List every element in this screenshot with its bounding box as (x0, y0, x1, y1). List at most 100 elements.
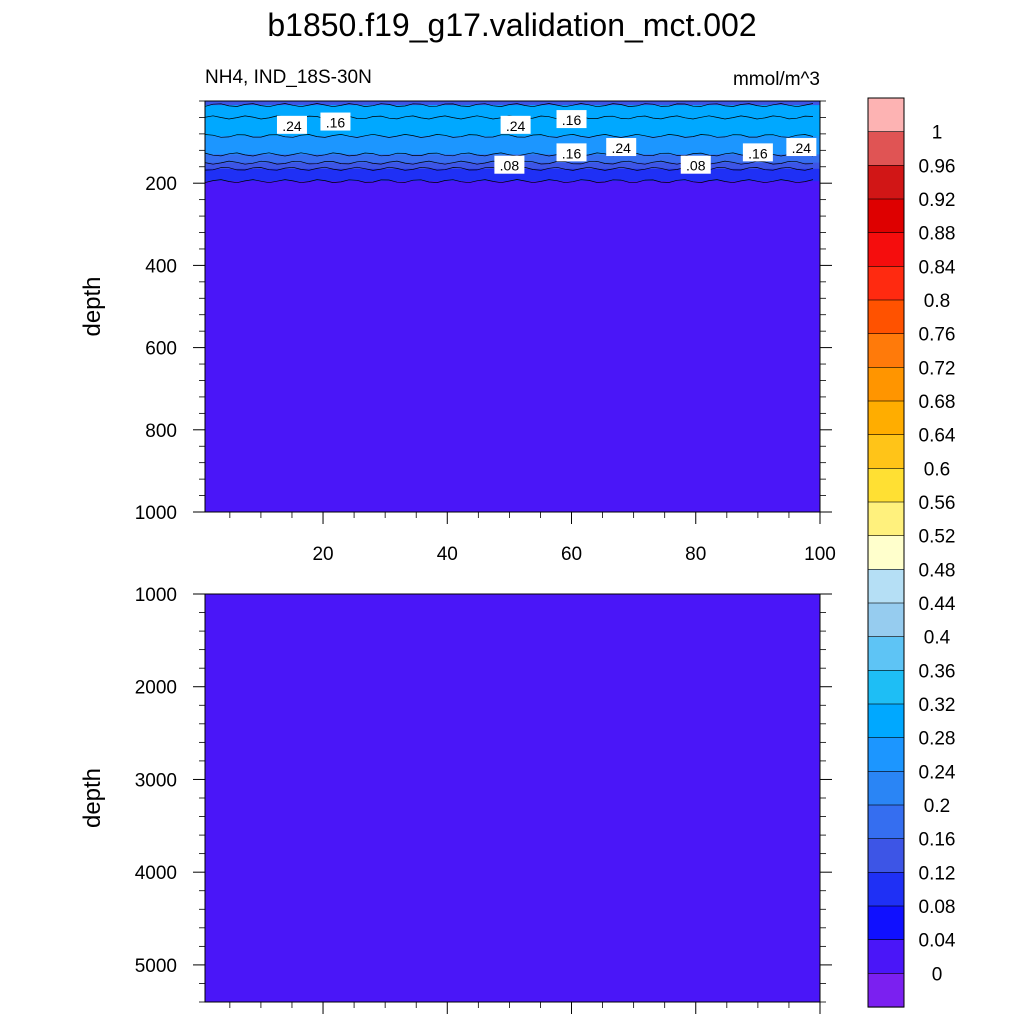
colorbar-label: 0.88 (919, 224, 956, 245)
y-tick-label: 5000 (135, 956, 177, 977)
colorbar-label: 0.08 (919, 897, 956, 918)
colorbar-label: 0.68 (919, 392, 956, 413)
colorbar-label: 0.4 (924, 628, 951, 649)
colorbar-swatch (867, 737, 905, 772)
colorbar-swatch (867, 165, 905, 200)
contour-label-text: .08 (500, 158, 520, 174)
colorbar-label: 0.64 (919, 426, 956, 447)
contour-label-box (494, 155, 525, 174)
y-tick-label: 2000 (135, 678, 177, 699)
colorbar-swatch (867, 266, 905, 301)
colorbar-label: 0.52 (919, 527, 956, 548)
x-tick-label: 80 (685, 544, 706, 565)
contour-label-box (680, 155, 711, 174)
y-tick-label: 400 (145, 256, 177, 277)
colorbar-swatch (867, 232, 905, 267)
colorbar-swatch (867, 939, 905, 974)
colorbar-swatch (867, 333, 905, 368)
contour-label-box (276, 115, 307, 134)
contour-band (205, 168, 820, 182)
contour-band (205, 105, 820, 118)
contour-label-text: .16 (562, 112, 582, 128)
contour-line (204, 103, 814, 108)
colorbar-swatch (867, 131, 905, 166)
contour-value-label: .16 (556, 110, 587, 129)
colorbar-swatch (867, 468, 905, 503)
y-tick-label: 3000 (135, 770, 177, 791)
contour-label-text: .08 (686, 158, 706, 174)
contour-line (204, 179, 814, 184)
colorbar-label: 0.6 (924, 459, 950, 480)
y-tick-label: 200 (145, 174, 177, 195)
colorbar-swatch (867, 771, 905, 806)
x-tick-label: 40 (437, 544, 458, 565)
colorbar-label: 0.56 (919, 493, 956, 514)
x-tick-label: 100 (804, 544, 836, 565)
y-tick-label: 1000 (135, 585, 177, 606)
y-tick-label: 800 (145, 421, 177, 442)
colorbar-label: 0.48 (919, 560, 956, 581)
colorbar-label: 0.72 (919, 358, 956, 379)
contour-value-label: .24 (606, 138, 637, 157)
contour-line (204, 152, 814, 157)
contour-label-text: .16 (326, 115, 346, 131)
contour-value-label: .24 (276, 115, 307, 134)
contour-band (205, 594, 820, 1002)
colorbar-label: 0.16 (919, 830, 956, 851)
colorbar-swatch (867, 501, 905, 537)
colorbar-swatch (867, 367, 905, 402)
x-tick-label: 20 (312, 544, 333, 565)
contour-value-label: .16 (556, 143, 587, 162)
colorbar-label: 0.8 (924, 291, 950, 312)
contour-value-label: .24 (500, 115, 531, 134)
y-tick-label: 1000 (135, 503, 177, 524)
units-label: mmol/m^3 (733, 69, 820, 90)
plot-border (204, 100, 821, 513)
colorbar-label: 0 (932, 964, 943, 985)
y-axis-label: depth (79, 276, 106, 336)
contour-label-box (606, 138, 637, 157)
colorbar-label: 0.28 (919, 729, 956, 750)
colorbar-label: 1 (932, 123, 943, 144)
x-tick-label: 60 (561, 544, 582, 565)
colorbar-label: 0.76 (919, 325, 956, 346)
contour-band (205, 135, 820, 155)
colorbar-swatch (867, 670, 905, 705)
colorbar-swatch (867, 872, 905, 907)
lower-panel: 1000 2000 3000 4000 5000 depth (79, 585, 832, 1014)
colorbar-label: 0.2 (924, 796, 950, 817)
y-tick-label: 4000 (135, 863, 177, 884)
colorbar-swatch (867, 838, 905, 873)
colorbar-swatch (867, 97, 905, 133)
contour-value-label: .16 (742, 143, 773, 162)
colorbar-label: 0.24 (919, 762, 956, 783)
colorbar-swatch (867, 299, 905, 335)
contour-line (204, 133, 814, 138)
contour-label-box (742, 143, 773, 162)
colorbar-label: 0.44 (919, 594, 956, 615)
colorbar-swatch (867, 400, 905, 436)
colorbar-swatch (867, 569, 905, 604)
contour-value-label: .16 (320, 112, 351, 131)
colorbar-swatch (867, 973, 905, 1008)
colorbar-label: 0.92 (919, 190, 956, 211)
contour-band (205, 101, 820, 106)
colorbar-swatch (867, 434, 905, 469)
y-axis-label: depth (79, 768, 106, 828)
contour-band (205, 181, 820, 513)
contour-label-text: .16 (562, 145, 582, 161)
colorbar-swatch (867, 703, 905, 739)
contour-value-label: .24 (786, 138, 817, 157)
colorbar-border (867, 97, 905, 1008)
colorbar-swatch (867, 905, 905, 941)
colorbar-label: 0.36 (919, 661, 956, 682)
colorbar-label: 0.84 (919, 257, 956, 278)
colorbar-label: 0.04 (919, 931, 956, 952)
main-title: b1850.f19_g17.validation_mct.002 (267, 7, 756, 43)
contour-label-text: .24 (792, 140, 812, 156)
colorbar-label: 0.12 (919, 863, 956, 884)
contour-label-box (320, 112, 351, 131)
contour-label-box (786, 138, 817, 157)
colorbar-swatch (867, 198, 905, 234)
